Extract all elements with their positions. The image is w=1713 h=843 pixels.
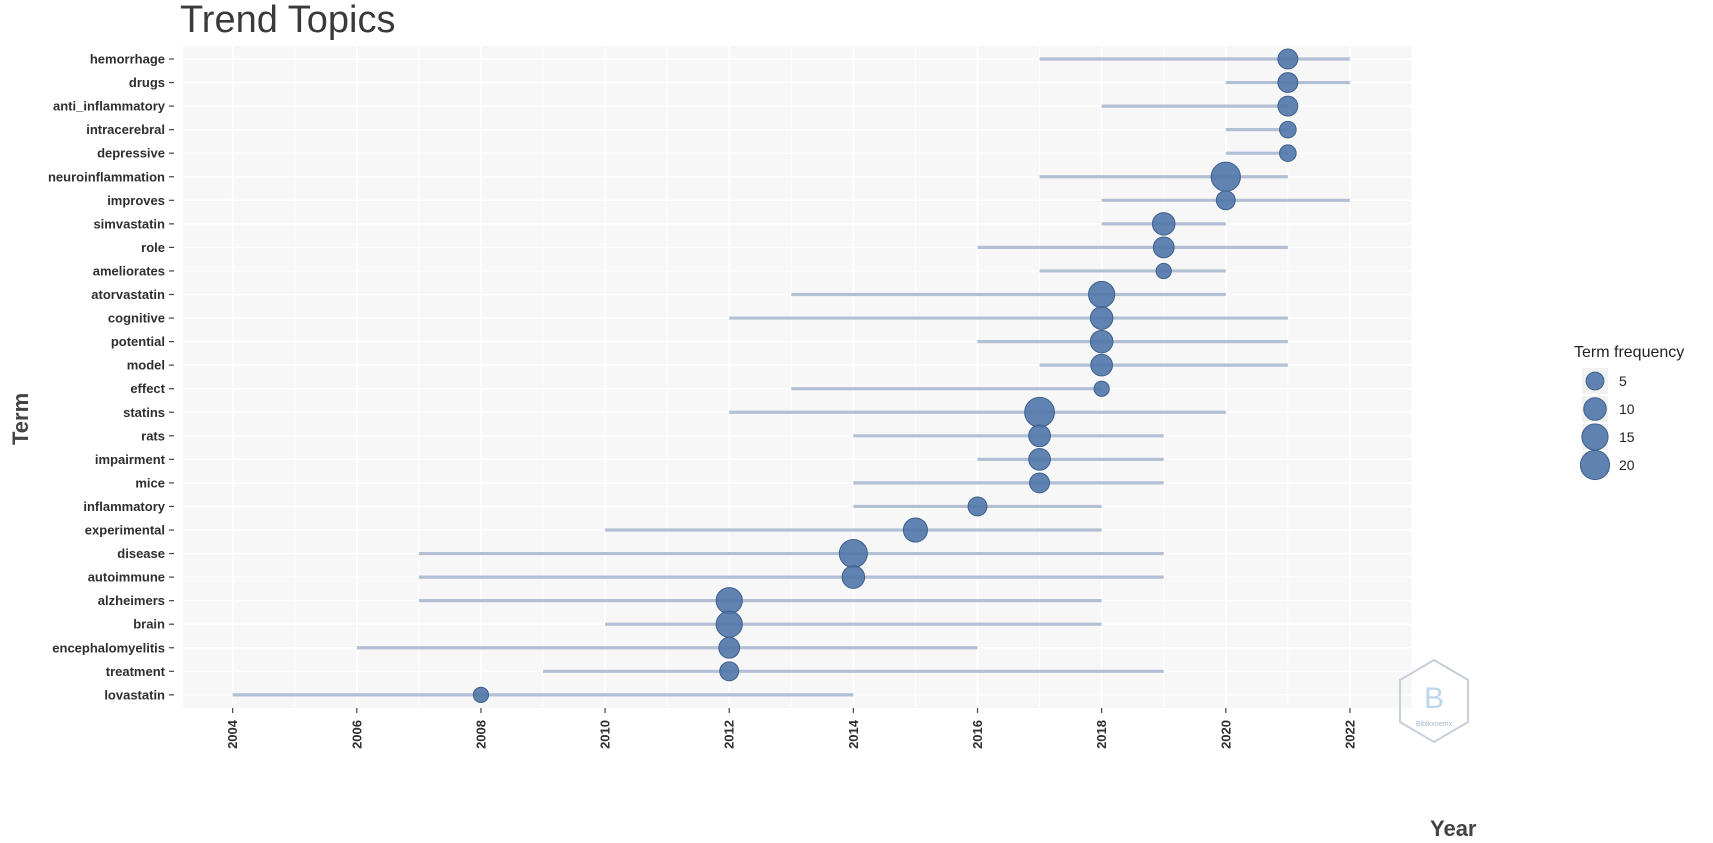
y-tick-label: neuroinflammation — [48, 169, 165, 184]
legend-label: 5 — [1619, 373, 1627, 389]
term-point-depressive — [1279, 144, 1297, 162]
y-tick-label: effect — [130, 381, 165, 396]
y-tick-label: drugs — [129, 75, 165, 90]
y-tick-label: potential — [111, 334, 165, 349]
legend-key-point — [1581, 423, 1609, 451]
x-tick-label: 2016 — [970, 720, 985, 749]
term-point-rats — [1028, 424, 1051, 448]
y-tick-label: alzheimers — [98, 593, 165, 608]
plot-panel — [183, 46, 1412, 708]
term-point-experimental — [902, 517, 928, 543]
term-point-inflammatory — [967, 496, 988, 517]
x-tick-label: 2012 — [722, 720, 737, 749]
term-point-autoimmune — [841, 565, 866, 589]
y-tick-label: model — [127, 358, 165, 373]
x-axis-ticks: 2004 2006 2008 2010 2012 2014 2016 2018 2020 2022 — [225, 708, 1357, 749]
term-point-atorvastatin — [1088, 280, 1116, 309]
svg-text:B: B — [1424, 682, 1444, 715]
term-point-encephalomyelitis — [718, 636, 741, 659]
term-point-mice — [1029, 472, 1051, 494]
y-tick-label: depressive — [97, 146, 165, 161]
y-tick-label: rats — [141, 428, 165, 443]
term-year-ranges — [232, 57, 1350, 697]
y-tick-label: treatment — [106, 664, 166, 679]
legend-title: Term frequency — [1574, 344, 1684, 361]
term-point-hemorrhage — [1277, 48, 1299, 70]
legend: Term frequency 5 10 15 20 — [1574, 344, 1684, 481]
y-tick-label: atorvastatin — [91, 287, 165, 302]
term-point-impairment — [1028, 448, 1051, 471]
term-point-improves — [1215, 190, 1236, 211]
x-tick-label: 2006 — [349, 720, 364, 749]
y-tick-label: disease — [117, 546, 165, 561]
term-point-alzheimers — [715, 587, 743, 615]
x-tick-label: 2014 — [846, 719, 861, 749]
term-point-lovastatin — [472, 686, 490, 703]
term-points — [472, 48, 1299, 703]
y-tick-label: simvastatin — [93, 216, 165, 231]
x-tick-label: 2008 — [473, 720, 488, 749]
legend-label: 20 — [1619, 457, 1635, 473]
y-tick-label: ameliorates — [93, 263, 165, 278]
legend-key-point — [1583, 397, 1607, 421]
y-tick-label: anti_inflammatory — [53, 99, 166, 114]
y-tick-label: role — [141, 240, 165, 255]
y-tick-label: statins — [123, 405, 165, 420]
term-point-statins — [1024, 396, 1055, 428]
y-tick-label: brain — [133, 617, 165, 632]
y-tick-label: lovastatin — [104, 687, 165, 702]
term-point-disease — [838, 539, 868, 569]
x-tick-label: 2022 — [1342, 720, 1357, 749]
y-tick-label: encephalomyelitis — [52, 640, 165, 655]
y-tick-label: cognitive — [108, 311, 165, 326]
term-point-simvastatin — [1151, 212, 1176, 236]
term-point-drugs — [1277, 72, 1299, 93]
term-point-model — [1090, 353, 1113, 377]
x-tick-label: 2018 — [1094, 720, 1109, 749]
legend-label: 15 — [1619, 429, 1635, 445]
watermark-text: Bibliometrix — [1416, 721, 1453, 728]
y-axis-title: Term — [8, 393, 33, 445]
x-tick-label: 2004 — [225, 719, 240, 749]
y-tick-label: mice — [135, 475, 165, 490]
legend-key-point — [1579, 449, 1611, 481]
term-point-treatment — [719, 661, 740, 682]
x-tick-label: 2020 — [1218, 720, 1233, 749]
term-point-role — [1152, 236, 1175, 259]
term-point-potential — [1089, 329, 1114, 354]
term-point-anti_inflammatory — [1277, 95, 1299, 117]
y-tick-label: improves — [107, 193, 165, 208]
legend-key-point — [1585, 371, 1605, 391]
chart-title: Trend Topics — [180, 0, 395, 41]
term-point-intracerebral — [1279, 120, 1297, 139]
term-point-effect — [1093, 380, 1110, 397]
term-point-cognitive — [1089, 306, 1114, 330]
y-tick-label: autoimmune — [88, 570, 165, 585]
term-point-ameliorates — [1155, 262, 1172, 280]
x-axis-title: Year — [1430, 816, 1477, 841]
y-tick-label: inflammatory — [83, 499, 165, 514]
watermark-logo-icon: B Bibliometrix — [1399, 658, 1469, 744]
term-point-brain — [715, 610, 743, 638]
term-point-neuroinflammation — [1210, 161, 1241, 192]
y-axis-ticks: hemorrhage drugs anti_inflammatory intracer… — [48, 52, 174, 702]
y-tick-label: hemorrhage — [90, 52, 165, 67]
legend-label: 10 — [1619, 401, 1635, 417]
x-tick-label: 2010 — [598, 720, 613, 749]
y-tick-label: impairment — [95, 452, 166, 467]
y-tick-label: experimental — [85, 523, 165, 538]
y-tick-label: intracerebral — [86, 122, 165, 137]
